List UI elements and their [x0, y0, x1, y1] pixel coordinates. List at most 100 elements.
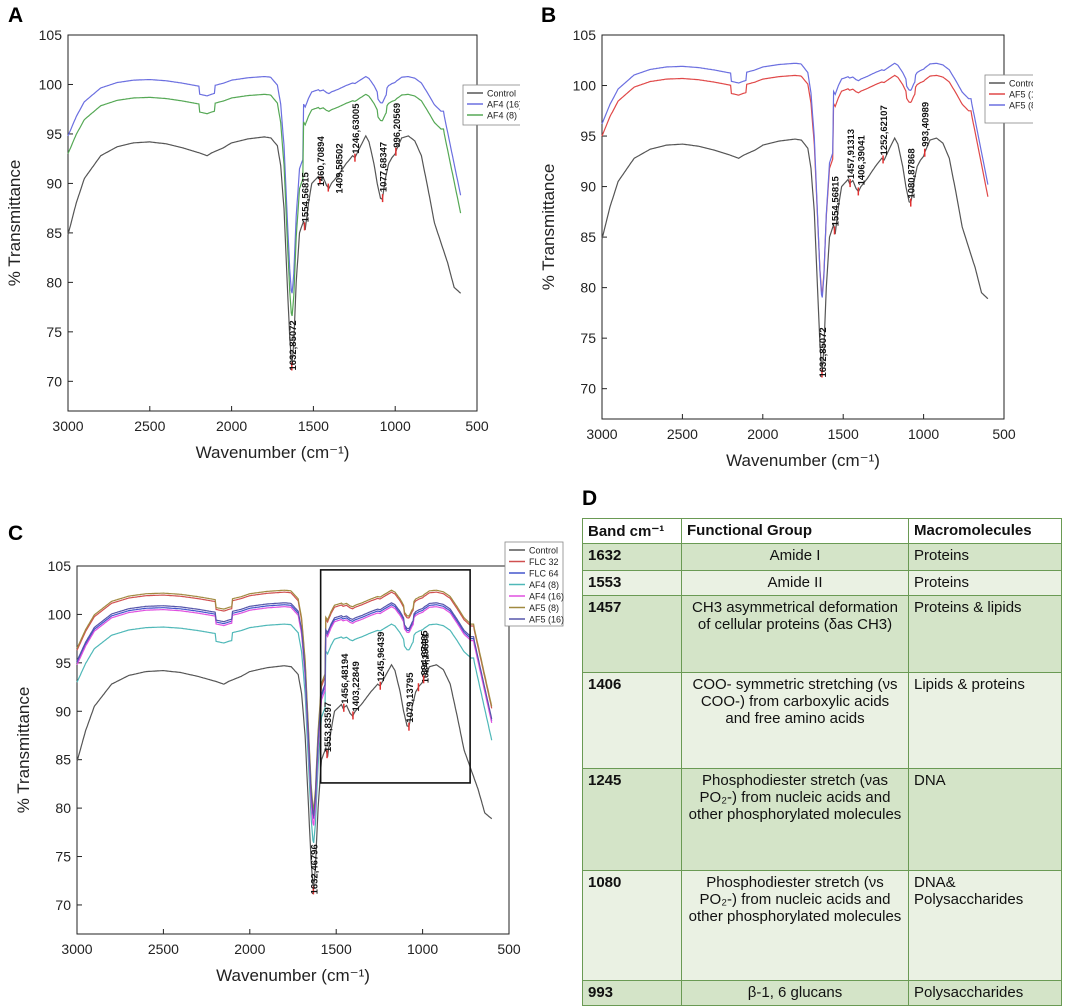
functional-group-cell: Amide I — [681, 543, 909, 571]
legend-label: FLC 64 — [529, 569, 559, 579]
header-macromolecules: Macromolecules — [908, 518, 1062, 544]
macromolecule-cell: Proteins — [908, 543, 1062, 571]
band-cell: 1080 — [582, 870, 682, 981]
af4-8-series — [67, 93, 462, 317]
af5-16-series — [76, 602, 493, 816]
functional-group-cell: CH3 asymmetrical deformation of cellular… — [681, 595, 909, 673]
x-tick-label: 1500 — [298, 418, 329, 434]
functional-group-cell: COO- symmetric stretching (νs COO-) from… — [681, 672, 909, 769]
y-tick-label: 80 — [55, 800, 71, 816]
y-tick-label: 100 — [39, 76, 63, 92]
af4-16-series — [67, 75, 462, 294]
legend-label: Control — [1009, 79, 1033, 89]
af4-16-series — [76, 606, 493, 826]
y-tick-label: 90 — [55, 703, 71, 719]
peak-label: 1632,46796 — [309, 844, 320, 894]
y-tick-label: 75 — [55, 849, 71, 865]
x-axis-label: Wavenumber (cm⁻¹) — [726, 451, 880, 470]
legend-label: AF5 (16) — [529, 615, 564, 625]
peak-label: 1632,85072 — [288, 320, 299, 370]
y-tick-label: 70 — [46, 373, 62, 389]
band-cell: 1406 — [582, 672, 682, 769]
band-cell: 1632 — [582, 543, 682, 571]
table-row: 1080 Phosphodiester stretch (νs PO₂-) fro… — [582, 870, 1062, 981]
x-tick-label: 2000 — [747, 426, 778, 442]
x-tick-label: 1000 — [908, 426, 939, 442]
y-tick-label: 75 — [580, 330, 596, 346]
peak-label: 1406,39041 — [856, 135, 867, 186]
band-cell: 1553 — [582, 570, 682, 596]
band-cell: 1457 — [582, 595, 682, 673]
panel-label-c: C — [8, 522, 24, 545]
peak-label: 1080,87868 — [907, 148, 918, 198]
legend-label: AF5 (8) — [529, 603, 559, 613]
x-tick-label: 1000 — [380, 418, 411, 434]
x-tick-label: 2000 — [234, 941, 265, 957]
flc32-series — [76, 591, 493, 814]
y-tick-label: 105 — [39, 27, 63, 43]
x-tick-label: 1500 — [321, 941, 352, 957]
peak-label: 1457,91313 — [846, 129, 857, 179]
y-tick-label: 80 — [580, 280, 596, 296]
functional-group-cell: β-1, 6 glucans — [681, 980, 909, 1006]
legend-label: AF4 (16) — [529, 592, 564, 602]
peak-label: 1252,62107 — [879, 105, 890, 155]
chart-b: 70 75 80 85 90 95 100 105 3000 2500 2000 1500 1000 50… — [539, 27, 1033, 470]
y-tick-label: 100 — [48, 606, 72, 622]
y-tick-label: 85 — [46, 225, 62, 241]
panel-label-a: A — [8, 4, 24, 27]
y-tick-label: 95 — [55, 655, 71, 671]
x-tick-label: 1500 — [828, 426, 859, 442]
peak-label: 1632,85072 — [818, 327, 829, 377]
x-tick-label: 2500 — [667, 426, 698, 442]
functional-group-cell: Phosphodiester stretch (νas PO₂-) from n… — [681, 768, 909, 871]
x-axis-label: Wavenumber (cm⁻¹) — [196, 443, 350, 462]
zoom-region-box — [319, 569, 471, 784]
peak-label: 1460,70894 — [316, 136, 327, 187]
header-band: Band cm⁻¹ — [582, 518, 682, 544]
macromolecule-cell: Lipids & proteins — [908, 672, 1062, 769]
panel-label-b: B — [541, 4, 557, 27]
x-tick-label: 2500 — [134, 418, 165, 434]
macromolecule-cell: DNA — [908, 768, 1062, 871]
plot-frame — [601, 34, 1005, 420]
peak-label: 1554,56815 — [831, 176, 842, 227]
peak-label: 1554,56815 — [301, 171, 312, 222]
x-tick-label: 500 — [992, 426, 1016, 442]
peak-label: 1553,83597 — [323, 702, 334, 752]
x-axis-label: Wavenumber (cm⁻¹) — [216, 966, 370, 985]
y-tick-label: 105 — [48, 558, 72, 574]
functional-group-cell: Phosphodiester stretch (νs PO₂-) from nu… — [681, 870, 909, 981]
legend-label: AF4 (8) — [487, 111, 517, 121]
y-axis-label: % Transmittance — [5, 160, 24, 287]
macromolecule-cell: DNA& Polysaccharides — [908, 870, 1062, 981]
y-tick-label: 95 — [580, 128, 596, 144]
plot-frame — [76, 565, 510, 935]
legend-label: FLC 32 — [529, 557, 559, 567]
x-tick-label: 1000 — [407, 941, 438, 957]
band-assignment-table: Band cm⁻¹ Functional Group Macromolecule… — [582, 518, 1062, 1006]
peak-label: 1024,19891 — [420, 632, 431, 683]
table-row: 1245 Phosphodiester stretch (νas PO₂-) fr… — [582, 768, 1062, 871]
macromolecule-cell: Polysaccharides — [908, 980, 1062, 1006]
table-row: 1406 COO- symmetric stretching (νs COO-) … — [582, 672, 1062, 769]
x-tick-label: 500 — [497, 941, 521, 957]
y-tick-label: 95 — [46, 126, 62, 142]
band-cell: 1245 — [582, 768, 682, 871]
chart-c: 70 75 80 85 90 95 100 105 3000 2500 2000 1500 1000 50… — [14, 541, 564, 985]
table-row: 993 β-1, 6 glucans Polysaccharides — [582, 980, 1062, 1006]
flc64-series — [76, 604, 493, 819]
x-tick-label: 2000 — [216, 418, 247, 434]
y-tick-label: 80 — [46, 274, 62, 290]
x-tick-label: 500 — [465, 418, 489, 434]
table-header-row: Band cm⁻¹ Functional Group Macromolecule… — [582, 518, 1062, 544]
y-tick-label: 90 — [580, 179, 596, 195]
af4-8-series — [76, 623, 493, 843]
peak-label: 1245,96439 — [376, 632, 387, 682]
peak-label: 1246,63005 — [351, 103, 362, 154]
peak-label: 1077,68347 — [379, 142, 390, 192]
y-tick-label: 105 — [573, 27, 597, 43]
table-row: 1632 Amide I Proteins — [582, 543, 1062, 571]
y-tick-label: 70 — [55, 897, 71, 913]
table-row: 1553 Amide II Proteins — [582, 570, 1062, 596]
